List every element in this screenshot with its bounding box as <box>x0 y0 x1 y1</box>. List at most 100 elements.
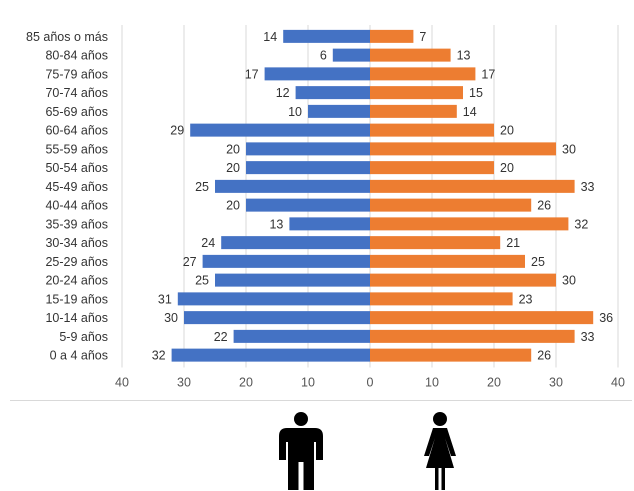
female-value-label: 26 <box>537 349 551 363</box>
category-label: 30-34 años <box>45 236 108 250</box>
female-bar <box>370 254 525 268</box>
male-value-label: 12 <box>276 86 290 100</box>
male-value-label: 31 <box>158 292 172 306</box>
x-tick-label: 40 <box>115 376 129 390</box>
x-tick-label: 30 <box>177 376 191 390</box>
male-bar <box>215 179 370 193</box>
male-value-label: 20 <box>226 161 240 175</box>
female-bar <box>370 123 494 137</box>
male-bar <box>221 236 370 250</box>
category-label: 0 a 4 años <box>50 349 108 363</box>
female-bar <box>370 329 575 343</box>
female-value-label: 32 <box>574 217 588 231</box>
x-tick-label: 0 <box>367 376 374 390</box>
bars <box>171 29 594 362</box>
female-value-label: 33 <box>581 180 595 194</box>
category-label: 20-24 años <box>45 274 108 288</box>
category-label: 85 años o más <box>26 30 108 44</box>
category-label: 25-29 años <box>45 255 108 269</box>
category-label: 80-84 años <box>45 49 108 63</box>
female-value-label: 30 <box>562 274 576 288</box>
male-bar <box>308 104 370 118</box>
male-bar <box>190 123 370 137</box>
male-value-label: 24 <box>201 236 215 250</box>
male-bar <box>215 273 370 287</box>
female-bar <box>370 348 532 362</box>
male-bar <box>295 86 370 100</box>
male-bar <box>246 198 370 212</box>
population-pyramid-chart: 40 30 20 10 0 10 20 30 40 85 años o más 14 7 80-84 a… <box>26 25 625 390</box>
male-bar <box>283 29 370 43</box>
male-bar <box>246 161 370 175</box>
male-bar <box>184 311 370 325</box>
category-label: 35-39 años <box>45 217 108 231</box>
category-label: 75-79 años <box>45 67 108 81</box>
female-bar <box>370 217 569 231</box>
labels: 40 30 20 10 0 10 20 30 40 85 años o más 14 7 80-84 a… <box>26 30 625 390</box>
female-value-label: 25 <box>531 255 545 269</box>
female-value-label: 15 <box>469 86 483 100</box>
female-value-label: 20 <box>500 124 514 138</box>
female-bar <box>370 86 463 100</box>
male-bar <box>264 67 370 81</box>
female-value-label: 17 <box>481 67 495 81</box>
female-bar <box>370 236 501 250</box>
female-bar <box>370 67 476 81</box>
female-bar <box>370 179 575 193</box>
category-label: 40-44 años <box>45 199 108 213</box>
female-bar <box>370 198 532 212</box>
male-value-label: 14 <box>263 30 277 44</box>
male-bar <box>289 217 370 231</box>
female-bar <box>370 161 494 175</box>
male-value-label: 27 <box>183 255 197 269</box>
category-label: 70-74 años <box>45 86 108 100</box>
x-tick-label: 20 <box>239 376 253 390</box>
male-value-label: 25 <box>195 274 209 288</box>
chart-separator <box>10 400 632 401</box>
category-label: 65-69 años <box>45 105 108 119</box>
male-figure-icon <box>279 412 323 490</box>
category-label: 5-9 años <box>59 330 108 344</box>
female-value-label: 30 <box>562 142 576 156</box>
male-value-label: 30 <box>164 311 178 325</box>
x-tick-label: 10 <box>301 376 315 390</box>
female-value-label: 21 <box>506 236 520 250</box>
category-label: 15-19 años <box>45 292 108 306</box>
female-bar <box>370 104 457 118</box>
female-bar <box>370 29 414 43</box>
female-value-label: 7 <box>419 30 426 44</box>
category-label: 10-14 años <box>45 311 108 325</box>
x-tick-label: 20 <box>487 376 501 390</box>
male-value-label: 32 <box>152 349 166 363</box>
female-bar <box>370 142 556 156</box>
female-bar <box>370 311 594 325</box>
female-value-label: 20 <box>500 161 514 175</box>
grid-lines <box>121 25 619 368</box>
female-value-label: 36 <box>599 311 613 325</box>
x-tick-label: 40 <box>611 376 625 390</box>
male-value-label: 13 <box>269 217 283 231</box>
female-bar <box>370 48 451 62</box>
male-bar <box>246 142 370 156</box>
male-value-label: 20 <box>226 142 240 156</box>
x-tick-label: 10 <box>425 376 439 390</box>
male-bar <box>332 48 370 62</box>
male-value-label: 29 <box>170 124 184 138</box>
category-label: 60-64 años <box>45 124 108 138</box>
male-value-label: 22 <box>214 330 228 344</box>
male-value-label: 20 <box>226 199 240 213</box>
male-value-label: 17 <box>245 67 259 81</box>
female-value-label: 23 <box>519 292 533 306</box>
male-value-label: 10 <box>288 105 302 119</box>
category-label: 55-59 años <box>45 142 108 156</box>
category-label: 50-54 años <box>45 161 108 175</box>
x-tick-label: 30 <box>549 376 563 390</box>
male-bar <box>202 254 370 268</box>
female-value-label: 26 <box>537 199 551 213</box>
male-bar <box>233 329 370 343</box>
male-value-label: 25 <box>195 180 209 194</box>
female-value-label: 33 <box>581 330 595 344</box>
female-bar <box>370 273 556 287</box>
female-value-label: 14 <box>463 105 477 119</box>
male-bar <box>177 292 370 306</box>
